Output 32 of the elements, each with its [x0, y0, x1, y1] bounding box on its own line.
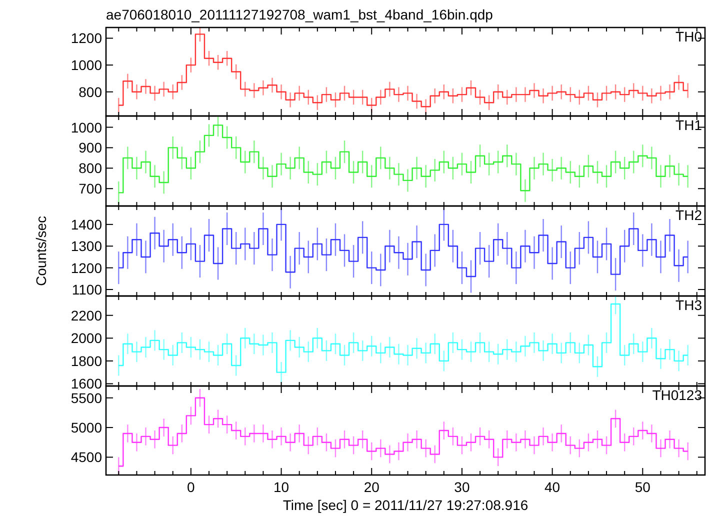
y-tick-label: 1200: [70, 260, 102, 276]
y-tick-label: 900: [78, 140, 102, 156]
y-tick-label: 1000: [70, 119, 102, 136]
x-tick-label: 20: [364, 479, 380, 495]
y-axis-title: Counts/sec: [33, 216, 49, 286]
text: TH0: [676, 28, 702, 44]
chart-title: ae706018010_20111127192708_wam1_bst_4band_16bin.qdp: [106, 6, 494, 22]
y-tick-label: 1600: [70, 376, 102, 392]
y-tick-label: 2200: [70, 307, 102, 324]
y-tick-label: 5500: [70, 390, 102, 406]
series-label: TH2: [676, 207, 702, 223]
x-tick-label: 0: [187, 479, 196, 495]
text: TH1: [676, 117, 702, 133]
x-tick-label: 40: [544, 479, 560, 495]
y-tick-label: 1400: [70, 216, 102, 232]
text: TH3: [676, 297, 702, 313]
y-tick-label: 1300: [70, 238, 102, 254]
y-tick-label: 1800: [70, 352, 102, 369]
x-tick-label: 30: [454, 479, 470, 495]
y-tick-label: 1100: [72, 281, 102, 298]
y-tick-label: 2000: [70, 330, 102, 346]
y-tick-label: 800: [78, 160, 102, 176]
y-tick-label: 1000: [70, 57, 102, 74]
series-label: TH0123: [652, 387, 702, 403]
x-tick-label: 50: [634, 479, 651, 495]
y-tick-label: 5000: [70, 420, 102, 436]
y-tick-label: 800: [78, 84, 102, 100]
y-tick-label: 700: [78, 180, 102, 197]
x-tick-label: 10: [273, 479, 290, 495]
x-axis-title: Time [sec] 0 = 2011/11/27 19:27:08.916: [282, 497, 528, 513]
y-tick-label: 4500: [70, 449, 102, 466]
y-tick-label: 1200: [70, 30, 102, 46]
